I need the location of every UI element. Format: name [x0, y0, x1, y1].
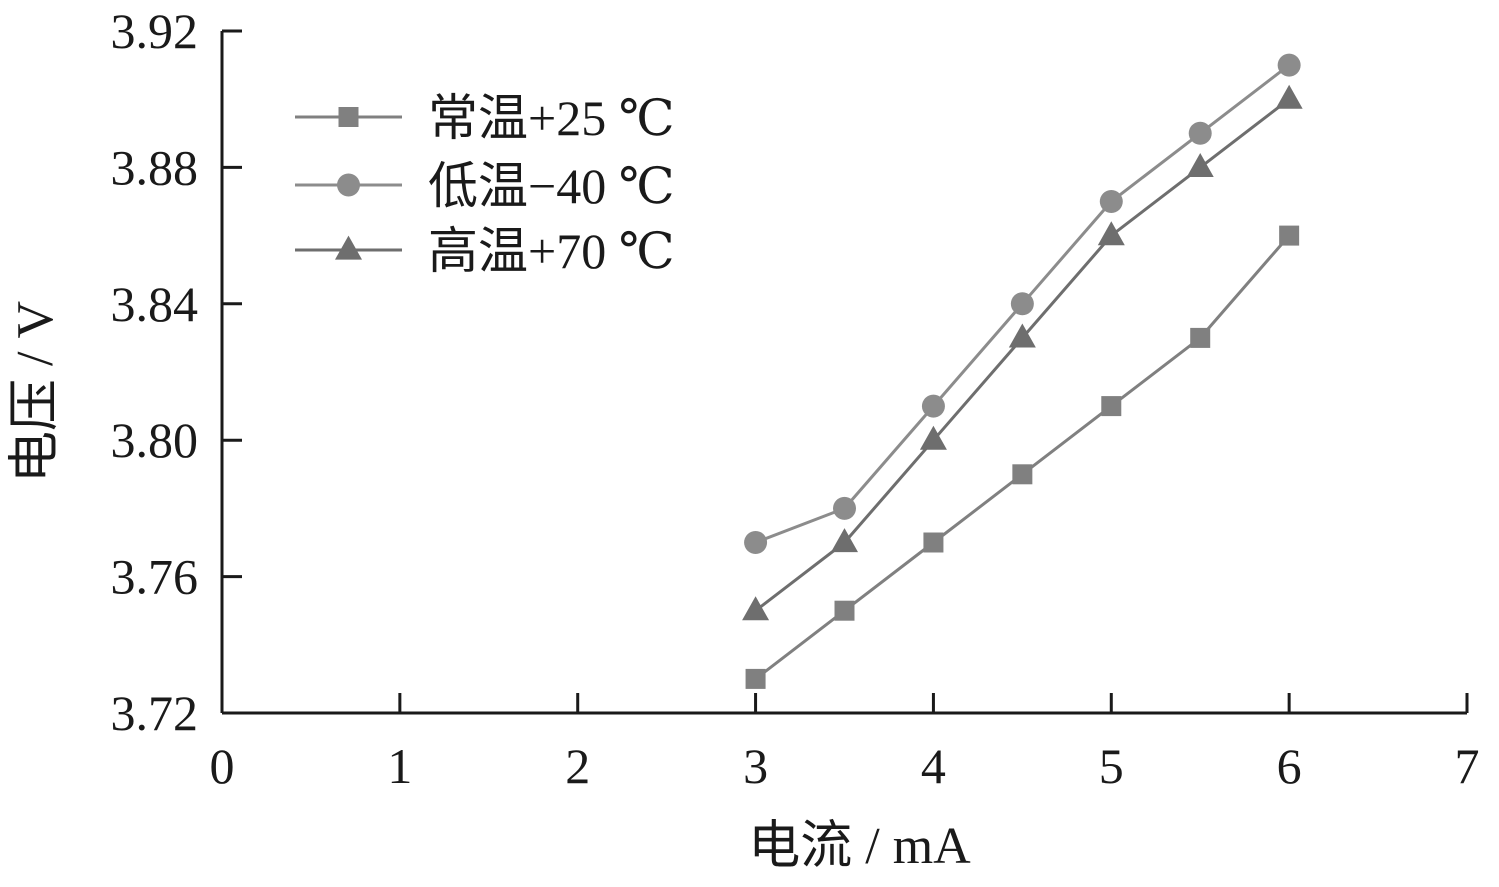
data-point-circle: [1277, 53, 1301, 77]
data-point-triangle: [1097, 221, 1125, 246]
y-axis-title: 电压 / V: [7, 301, 64, 483]
data-point-triangle: [831, 528, 858, 553]
series-triangle: [742, 84, 1303, 621]
x-tick-label: 3: [743, 738, 768, 794]
data-point-square: [1101, 396, 1122, 417]
y-tick-label: 3.80: [111, 412, 199, 468]
x-tick-label: 7: [1455, 738, 1480, 794]
x-tick-label: 4: [921, 738, 946, 794]
data-point-square: [1279, 225, 1300, 246]
legend-item: 常温+25 ℃: [295, 90, 675, 146]
data-point-triangle: [919, 425, 947, 450]
y-tick-label: 3.76: [111, 549, 199, 605]
x-tick-label: 1: [387, 738, 412, 794]
y-tick-label: 3.84: [111, 276, 199, 332]
legend: 常温+25 ℃ 低温−40 ℃ 高温+70 ℃: [295, 90, 675, 279]
data-point-square: [834, 600, 855, 621]
axes: 0 1 2 3 4 5 6 7 3.72 3.76 3.80 3.84 3.88 3.92: [111, 3, 1480, 794]
legend-label: 高温+70 ℃: [428, 223, 675, 279]
legend-label: 常温+25 ℃: [428, 90, 675, 146]
data-point-circle: [833, 496, 856, 520]
data-point-square: [1012, 464, 1033, 485]
data-point-triangle: [742, 596, 770, 621]
legend-marker-square: [338, 107, 359, 127]
data-point-square: [1190, 327, 1211, 348]
series-square: [745, 225, 1300, 689]
x-axis-title: 电流 / mA: [748, 818, 971, 875]
data-point-triangle: [1186, 153, 1214, 177]
x-tick-label: 5: [1099, 738, 1124, 794]
legend-marker-circle: [337, 173, 360, 197]
series-layer: [742, 53, 1303, 689]
y-tick-label: 3.92: [111, 3, 199, 59]
data-point-triangle: [1008, 323, 1036, 348]
data-point-triangle: [1275, 84, 1303, 109]
data-point-square: [745, 668, 766, 689]
data-point-circle: [1010, 292, 1034, 316]
legend-marker-triangle: [335, 235, 362, 260]
data-point-circle: [1188, 121, 1212, 145]
legend-item: 高温+70 ℃: [295, 223, 675, 279]
x-tick-label: 0: [210, 738, 235, 794]
x-tick-label: 6: [1277, 738, 1302, 794]
series-circle: [744, 53, 1301, 554]
y-tick-label: 3.72: [111, 685, 199, 741]
data-point-circle: [1099, 190, 1123, 213]
data-point-circle: [921, 394, 945, 418]
legend-item: 低温−40 ℃: [295, 158, 675, 214]
data-point-square: [923, 532, 944, 553]
data-point-circle: [744, 531, 768, 554]
legend-label: 低温−40 ℃: [428, 158, 675, 214]
x-tick-label: 2: [565, 738, 590, 794]
y-tick-label: 3.88: [111, 139, 199, 195]
